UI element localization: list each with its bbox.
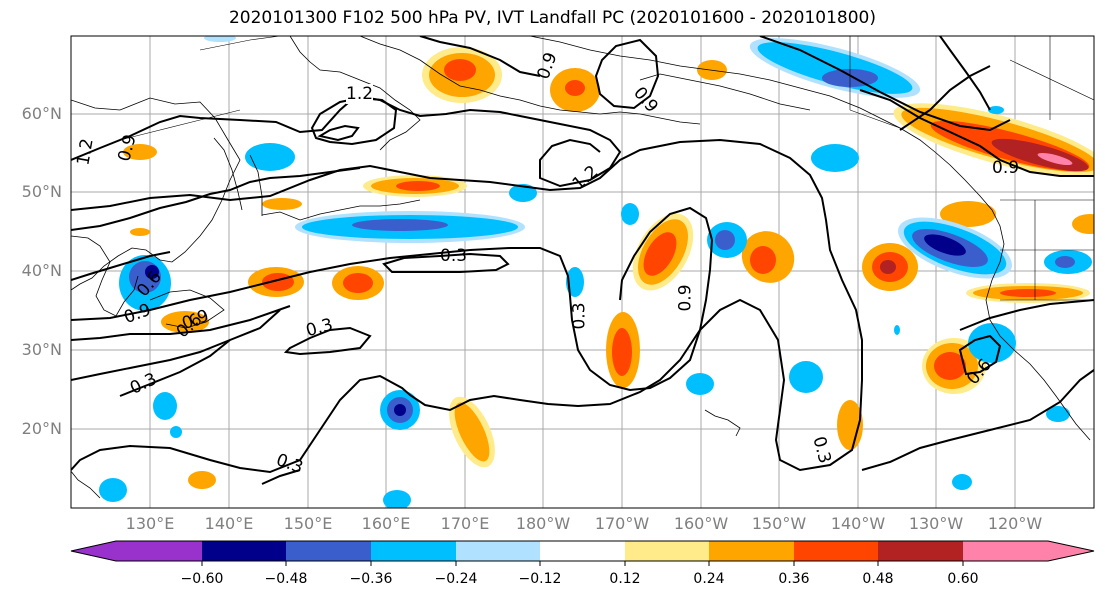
lat-label-20n: 20°N xyxy=(21,419,62,438)
lat-label-30n: 30°N xyxy=(21,340,62,359)
lon-label-170w: 170°W xyxy=(594,514,650,533)
lon-label-120w: 120°W xyxy=(987,514,1043,533)
lon-label-130w: 130°W xyxy=(908,514,964,533)
lon-label-170e: 170°E xyxy=(440,514,490,533)
lat-label-50n: 50°N xyxy=(21,182,62,201)
lon-label-160e: 160°E xyxy=(361,514,411,533)
lon-label-130e: 130°E xyxy=(125,514,175,533)
lon-label-180w: 180°W xyxy=(515,514,571,533)
lon-label-140w: 140°W xyxy=(830,514,886,533)
coastlines xyxy=(71,36,1091,499)
pv-contours xyxy=(71,36,1094,485)
colorbar-tick-label: −0.60 xyxy=(180,571,224,587)
colorbar-tick-label: 0.48 xyxy=(862,571,894,587)
colorbar-tick-label: 0.12 xyxy=(609,571,641,587)
colorbar-tick-label: −0.36 xyxy=(349,571,393,587)
lon-label-160w: 160°W xyxy=(673,514,729,533)
lat-label-40n: 40°N xyxy=(21,261,62,280)
lon-label-150e: 150°E xyxy=(283,514,333,533)
colorbar-tick-label: −0.48 xyxy=(264,571,308,587)
colorbar-tick-label: 0.60 xyxy=(947,571,979,587)
political-borders xyxy=(119,36,1094,301)
colorbar-tick-label: 0.36 xyxy=(778,571,810,587)
lon-label-140e: 140°E xyxy=(204,514,254,533)
lon-label-150w: 150°W xyxy=(751,514,807,533)
colorbar-tick-label: 0.24 xyxy=(693,571,725,587)
lat-label-60n: 60°N xyxy=(21,104,62,123)
colorbar-tick-label: −0.24 xyxy=(434,571,478,587)
positive-anomaly-patches xyxy=(123,47,1094,489)
colorbar-tick-label: −0.12 xyxy=(518,571,562,587)
map-title: 2020101300 F102 500 hPa PV, IVT Landfall… xyxy=(228,8,876,28)
